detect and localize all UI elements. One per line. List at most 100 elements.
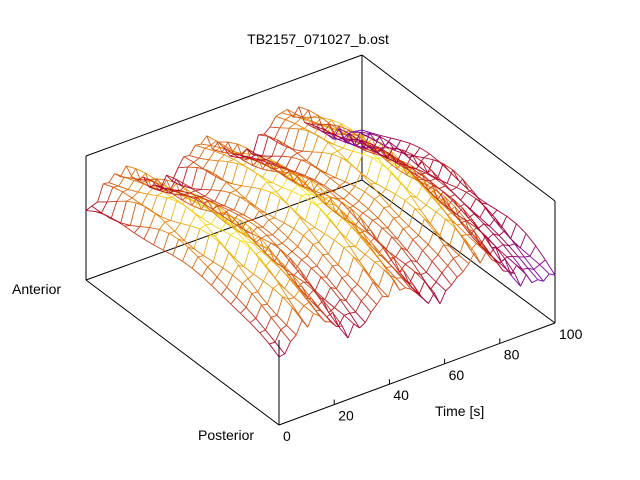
mesh-segment [337,147,344,152]
mesh-segment [354,217,362,226]
mesh-segment [265,329,276,343]
mesh-segment [549,273,556,276]
mesh-segment [483,244,491,255]
surface-mesh [85,106,556,358]
mesh-segment [266,159,277,165]
mesh-segment [399,263,406,273]
mesh-segment [520,274,527,287]
mesh-segment [369,133,380,137]
mesh-segment [172,196,183,205]
mesh-segment [402,149,413,155]
mesh-segment [231,214,239,223]
mesh-segment [279,119,286,129]
mesh-segment [502,244,514,257]
mesh-segment [106,186,114,203]
mesh-segment [295,320,303,336]
mesh-segment [210,214,218,225]
mesh-segment [429,180,440,189]
mesh-segment [331,119,338,130]
mesh-segment [284,268,295,276]
mesh-segment [178,238,185,242]
mesh-segment [182,203,193,212]
mesh-segment [174,231,185,241]
mesh-segment [212,204,219,210]
mesh-segment [364,229,371,232]
mesh-segment [227,141,238,145]
mesh-segment [305,220,316,228]
mesh-segment [243,159,254,166]
mesh-segment [126,200,137,204]
mesh-segment [293,297,305,306]
mesh-segment [497,244,504,249]
mesh-segment [387,157,398,163]
mesh-segment [124,225,135,234]
mesh-segment [423,153,430,159]
mesh-segment [220,190,231,194]
mesh-segment [120,165,127,178]
mesh-segment [255,304,262,319]
mesh-segment [466,189,473,193]
mesh-segment [493,233,504,246]
mesh-segment [262,168,273,172]
mesh-segment [403,225,410,230]
mesh-segment [181,166,189,186]
mesh-segment [285,115,292,120]
mesh-segment [198,147,206,159]
mesh-segment [332,312,339,327]
mesh-segment [214,213,225,223]
mesh-segment [114,173,121,178]
mesh-segment [332,264,339,267]
mesh-segment [257,291,268,305]
mesh-segment [527,267,539,280]
mesh-segment [466,191,477,199]
mesh-segment [313,123,321,129]
mesh-segment [399,271,410,285]
mesh-segment [347,222,358,234]
mesh-segment [305,280,316,292]
mesh-segment [500,256,508,263]
mesh-segment [372,219,383,229]
mesh-segment [343,245,350,248]
mesh-segment [358,191,366,202]
mesh-segment [210,189,221,191]
mesh-segment [302,178,310,187]
mesh-segment [103,182,110,185]
mesh-segment [237,214,248,221]
mesh-segment [445,218,456,229]
mesh-segment [387,217,394,229]
mesh-segment [327,142,338,152]
mesh-segment [417,179,429,191]
mesh-segment [408,225,419,236]
mesh-segment [223,147,234,155]
mesh-segment [300,175,308,186]
mesh-segment [209,233,220,243]
mesh-segment [343,192,350,200]
mesh-segment [362,140,372,145]
mesh-segment [393,216,400,219]
mesh-segment [332,312,343,327]
mesh-segment [439,219,446,236]
mesh-segment [223,147,231,157]
mesh-segment [141,179,148,184]
mesh-segment [274,249,281,262]
mesh-segment [344,131,351,142]
mesh-segment [274,197,281,218]
mesh-segment [264,192,272,213]
mesh-segment [278,353,285,358]
mesh-segment [228,216,235,229]
mesh-segment [358,254,366,262]
mesh-segment [162,249,174,256]
mesh-segment [352,205,364,214]
mesh-segment [189,214,197,226]
mesh-segment [335,277,343,289]
mesh-segment [272,182,283,188]
mesh-segment [202,159,210,169]
mesh-segment [370,183,381,196]
mesh-segment [331,153,342,159]
mesh-segment [508,245,519,258]
mesh-segment [218,154,225,162]
mesh-segment [122,191,133,199]
mesh-segment [183,225,191,241]
mesh-segment [271,139,279,157]
mesh-segment [228,209,239,216]
